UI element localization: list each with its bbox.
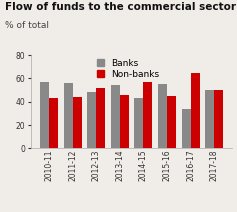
Legend: Banks, Non-banks: Banks, Non-banks	[96, 58, 160, 80]
Bar	[205, 90, 214, 148]
Text: Flow of funds to the commercial sector: Flow of funds to the commercial sector	[5, 2, 236, 12]
Bar	[214, 90, 223, 148]
Bar	[182, 109, 191, 148]
Bar	[111, 85, 120, 148]
Bar	[167, 96, 176, 148]
Bar	[64, 83, 73, 148]
Bar	[73, 97, 82, 148]
Bar	[158, 84, 167, 148]
Bar	[143, 82, 152, 148]
Bar	[191, 73, 200, 148]
Bar	[49, 98, 58, 148]
Bar	[134, 98, 143, 148]
Bar	[96, 88, 105, 148]
Bar	[40, 82, 49, 148]
Bar	[120, 95, 129, 148]
Bar	[87, 92, 96, 148]
Text: % of total: % of total	[5, 21, 49, 30]
